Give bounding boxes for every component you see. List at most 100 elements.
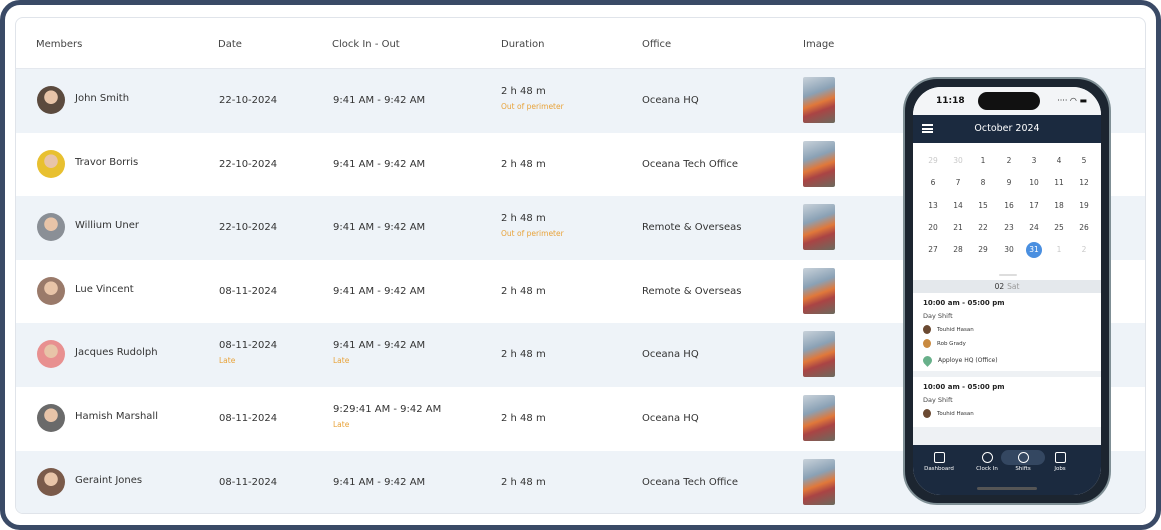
calendar-day[interactable]: 14 bbox=[953, 201, 963, 210]
calendar-day[interactable]: 2 bbox=[1006, 156, 1012, 165]
avatar bbox=[37, 467, 65, 496]
table-row[interactable]: Lue Vincent 08-11-2024 9:41 AM - 9:42 AM… bbox=[16, 260, 1145, 324]
header-image: Image bbox=[803, 39, 835, 50]
calendar-day[interactable]: 9 bbox=[1006, 178, 1012, 187]
calendar-day[interactable]: 1 bbox=[1056, 245, 1062, 254]
calendar-day[interactable]: 18 bbox=[1054, 201, 1064, 210]
avatar bbox=[37, 404, 65, 432]
calendar-day[interactable]: 30 bbox=[1004, 245, 1014, 254]
shift-person: Touhid Hasan bbox=[923, 409, 1091, 418]
site-photo[interactable] bbox=[803, 267, 835, 314]
site-photo[interactable] bbox=[803, 204, 835, 251]
header-date: Date bbox=[218, 39, 242, 50]
header-office: Office bbox=[642, 39, 672, 50]
duration-note: Out of perimeter bbox=[501, 102, 564, 111]
date: 08-11-2024 bbox=[219, 340, 278, 352]
calendar-day[interactable]: 27 bbox=[928, 245, 938, 254]
calendar-day[interactable]: 28 bbox=[953, 245, 963, 254]
drag-handle[interactable] bbox=[999, 274, 1017, 276]
menu-icon[interactable] bbox=[922, 124, 933, 133]
site-photo[interactable] bbox=[803, 140, 835, 187]
site-photo[interactable] bbox=[803, 395, 835, 441]
shift-location: Apploye HQ (Office) bbox=[921, 354, 1091, 367]
avatar bbox=[37, 149, 65, 178]
clock-icon bbox=[981, 452, 993, 463]
clock-in-out: 9:41 AM - 9:42 AM bbox=[333, 158, 426, 170]
duration: 2 h 48 m bbox=[501, 213, 546, 225]
calendar-day[interactable]: 3 bbox=[1031, 156, 1037, 165]
nav-jobs[interactable]: Jobs bbox=[1040, 452, 1080, 472]
nav-clock-in[interactable]: Clock In bbox=[967, 452, 1007, 472]
office: Oceana HQ bbox=[642, 413, 699, 424]
shift-card[interactable]: 10:00 am - 05:00 pm Day Shift Touhid Has… bbox=[913, 377, 1101, 427]
member-name[interactable]: Travor Borris bbox=[75, 156, 139, 168]
calendar-day[interactable]: 10 bbox=[1029, 178, 1039, 187]
member-name[interactable]: Geraint Jones bbox=[75, 474, 143, 486]
member-name[interactable]: Willium Uner bbox=[75, 220, 139, 232]
shift-time: 10:00 am - 05:00 pm bbox=[923, 299, 1005, 307]
clock-in-out: 9:29:41 AM - 9:42 AM bbox=[333, 404, 442, 415]
member-name[interactable]: Jacques Rudolph bbox=[75, 347, 158, 359]
calendar-day[interactable]: 23 bbox=[1004, 223, 1014, 232]
calendar-day[interactable]: 30 bbox=[953, 156, 963, 165]
calendar-day[interactable]: 24 bbox=[1029, 223, 1039, 232]
office: Remote & Overseas bbox=[642, 285, 742, 297]
nav-shifts[interactable]: Shifts bbox=[1001, 450, 1045, 472]
calendar-day[interactable]: 17 bbox=[1029, 201, 1039, 210]
member-name[interactable]: Lue Vincent bbox=[75, 283, 134, 295]
clock-note: Late bbox=[333, 356, 350, 366]
clipboard-icon bbox=[1054, 452, 1066, 463]
duration: 2 h 48 m bbox=[501, 158, 546, 170]
duration-note: Out of perimeter bbox=[501, 229, 564, 239]
shift-person: Rob Grady bbox=[923, 339, 1091, 348]
header-clock: Clock In - Out bbox=[332, 39, 400, 50]
calendar-day[interactable]: 13 bbox=[928, 201, 938, 210]
calendar-day[interactable]: 26 bbox=[1079, 223, 1089, 232]
table-row[interactable]: Travor Borris 22-10-2024 9:41 AM - 9:42 … bbox=[16, 133, 1145, 197]
calendar-day[interactable]: 15 bbox=[978, 201, 988, 210]
calendar-day[interactable]: 6 bbox=[930, 178, 936, 187]
calendar-month: October 2024 bbox=[974, 123, 1040, 134]
location-name: Apploye HQ (Office) bbox=[938, 357, 998, 364]
calendar-day[interactable]: 7 bbox=[955, 178, 961, 187]
calendar-day[interactable]: 29 bbox=[978, 245, 988, 254]
avatar bbox=[37, 276, 65, 305]
date: 08-11-2024 bbox=[219, 413, 278, 424]
calendar-day[interactable]: 31 bbox=[1026, 242, 1042, 258]
duration: 2 h 48 m bbox=[501, 86, 546, 97]
duration: 2 h 48 m bbox=[501, 349, 546, 361]
calendar-day[interactable]: 4 bbox=[1056, 156, 1062, 165]
member-name[interactable]: Hamish Marshall bbox=[75, 411, 158, 422]
member-name[interactable]: John Smith bbox=[75, 93, 130, 104]
calendar-day[interactable]: 25 bbox=[1054, 223, 1064, 232]
nav-label: Shifts bbox=[1015, 466, 1031, 472]
person-name: Rob Grady bbox=[937, 340, 966, 347]
site-photo[interactable] bbox=[803, 77, 835, 123]
calendar-day[interactable]: 20 bbox=[928, 223, 938, 232]
calendar-day[interactable]: 12 bbox=[1079, 178, 1089, 187]
avatar bbox=[923, 409, 931, 418]
calendar-day[interactable]: 19 bbox=[1079, 201, 1089, 210]
calendar-day[interactable]: 22 bbox=[978, 223, 988, 232]
signal-wifi-battery-icon: ···· ◠ ▬ bbox=[1057, 96, 1087, 105]
calendar-day[interactable]: 5 bbox=[1081, 156, 1087, 165]
calendar-day[interactable]: 21 bbox=[953, 223, 963, 232]
calendar-day[interactable]: 8 bbox=[980, 178, 986, 187]
calendar-day[interactable]: 11 bbox=[1054, 178, 1064, 187]
office: Oceana HQ bbox=[642, 349, 699, 361]
calendar-day[interactable]: 1 bbox=[980, 156, 986, 165]
calendar-day[interactable]: 2 bbox=[1081, 245, 1087, 254]
calendar-day[interactable]: 29 bbox=[928, 156, 938, 165]
plus-circle-icon bbox=[1017, 452, 1029, 463]
duration: 2 h 48 m bbox=[501, 285, 546, 297]
shift-person: Touhid Hasan bbox=[923, 325, 1091, 334]
calendar-day[interactable]: 16 bbox=[1004, 201, 1014, 210]
site-photo[interactable] bbox=[803, 331, 835, 378]
table-row[interactable]: Hamish Marshall 08-11-2024 9:29:41 AM - … bbox=[16, 387, 1145, 451]
home-indicator bbox=[977, 487, 1037, 490]
phone-mockup: 11:18 ···· ◠ ▬ October 2024 29 30 1 2 3 4 5 6 7 8… bbox=[903, 77, 1111, 505]
site-photo[interactable] bbox=[803, 458, 835, 505]
office: Oceana Tech Office bbox=[642, 476, 739, 488]
nav-dashboard[interactable]: Dashboard bbox=[919, 452, 959, 472]
shift-card[interactable]: 10:00 am - 05:00 pm Day Shift Touhid Has… bbox=[913, 293, 1101, 371]
